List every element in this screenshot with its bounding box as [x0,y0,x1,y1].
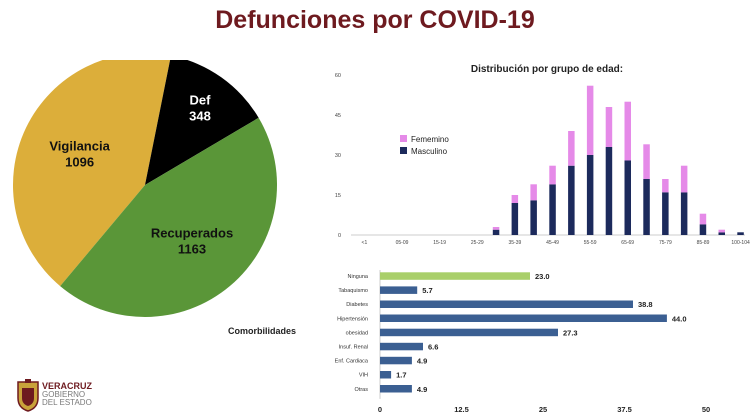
comorbidity-category-label: Diabetes [346,302,368,308]
comorbidity-x-tick-label: 37.5 [617,405,632,414]
logo-line-2: GOBIERNO [42,389,86,399]
comorbidity-bar [380,272,530,280]
logo-line-1: VERACRUZ [42,381,93,391]
comorbidity-category-label: Enf. Cardiaca [335,359,369,365]
age-bar-fememino [699,213,707,225]
comorbidity-bar [380,286,418,294]
comorbidity-x-tick-label: 25 [539,405,547,414]
comorbidity-value-label: 27.3 [563,328,578,337]
comorbidity-chart: Comorbilidades Ninguna 23.0 Tabaquismo 5.7 Di… [228,270,710,414]
pie-slice-vigilancia [13,60,171,287]
comorbidity-category-label: obesidad [346,330,368,336]
age-bar-fememino [511,195,519,203]
comorbidity-bar [380,385,412,393]
age-y-tick-label: 15 [335,193,341,199]
age-bar-masculino [549,184,556,235]
comorbidity-bar [380,342,423,351]
comorbidity-value-label: 1.7 [396,371,406,380]
age-x-tick-label: 100-104 [731,240,750,246]
age-bar-masculino [699,224,707,235]
pie-value-label: 1096 [65,155,94,170]
legend-swatch-masculino [400,147,407,154]
comorbidity-value-label: 4.9 [417,385,427,394]
age-bar-fememino [643,144,650,179]
age-bar-fememino [680,165,688,193]
pie-value-label: 1163 [178,241,206,256]
age-bar-masculino [643,179,650,235]
pie-label: Vigilancia [49,139,110,154]
age-bar-masculino [586,155,594,235]
age-distribution-chart: Distribución por grupo de edad: 0 15 30 45 60… [335,64,750,246]
age-bar-fememino [492,227,500,230]
age-chart-title: Distribución por grupo de edad: [471,64,623,75]
comorbidity-value-label: 38.8 [638,300,653,309]
age-bar-masculino [511,203,519,235]
age-bar-masculino [680,192,688,235]
comorbidity-value-label: 6.6 [428,343,438,352]
comorbidity-category-label: VIH [359,373,368,379]
age-bar-fememino [624,101,631,161]
age-y-tick-label: 60 [335,73,341,79]
age-bar-masculino [605,147,613,235]
age-x-tick-label: 35-39 [509,240,522,246]
age-bar-fememino [530,184,537,201]
age-bar-fememino [662,179,669,193]
age-x-tick-label: 75-79 [659,240,672,246]
age-bar-masculino [718,232,725,235]
age-bar-fememino [549,165,556,185]
age-x-tick-label: 85-89 [697,240,710,246]
comorbidity-value-label: 5.7 [422,286,432,295]
age-y-tick-label: 0 [338,233,341,239]
comorbidity-bar [380,356,412,365]
comorbidity-value-label: 23.0 [535,272,550,281]
comorbidity-category-label: Ninguna [348,274,369,280]
age-bar-masculino [624,160,631,235]
age-y-tick-label: 30 [335,153,341,159]
age-x-tick-label: <1 [362,240,368,246]
comorbidity-x-tick-label: 0 [378,405,382,414]
comorbidity-x-tick-label: 12.5 [454,405,469,414]
pie-slice-def [145,60,259,185]
age-x-tick-label: 25-29 [471,240,484,246]
legend-swatch-fememino [400,135,407,142]
logo-line-3: DEL ESTADO [42,398,92,407]
age-bar-masculino [568,165,575,235]
veracruz-logo: VERACRUZ GOBIERNO DEL ESTADO [16,378,156,414]
age-bar-fememino [605,107,613,147]
comorbidity-category-label: Tabaquismo [338,288,368,294]
comorbidity-axis-title: Comorbilidades [228,326,296,336]
age-bar-fememino [568,131,575,166]
comorbidity-category-label: Insuf. Renal [339,345,368,351]
comorbidity-bar [380,300,633,308]
pie-label: Recuperados [151,225,233,240]
comorbidity-bar [380,328,558,337]
age-bar-masculino [530,200,537,235]
age-y-tick-label: 45 [335,113,341,119]
age-x-tick-label: 65-69 [621,240,634,246]
pie-value-label: 348 [189,109,211,124]
legend-label: Masculino [411,147,448,156]
age-bar-fememino [586,85,594,155]
age-x-tick-label: 45-49 [546,240,559,246]
pie-label: Def [190,93,212,108]
comorbidity-category-label: Otras [355,387,369,393]
age-x-tick-label: 55-59 [584,240,597,246]
veracruz-shield-icon [17,379,39,412]
comorbidity-x-tick-label: 50 [702,405,710,414]
comorbidity-bar [380,314,667,322]
age-bar-fememino [718,229,725,233]
age-bar-masculino [662,192,669,235]
page-title: Defunciones por COVID-19 [215,6,535,34]
age-bar-masculino [492,229,500,235]
age-bar-masculino [737,232,744,235]
age-x-tick-label: 05-09 [396,240,409,246]
comorbidity-value-label: 4.9 [417,357,427,366]
age-x-tick-label: 15-19 [433,240,446,246]
comorbidity-category-label: Hipertensión [337,316,368,322]
comorbidity-bar [380,371,392,379]
comorbidity-value-label: 44.0 [672,314,687,323]
legend-label: Fememino [411,135,449,144]
pie-slice-recuperados [60,117,278,318]
